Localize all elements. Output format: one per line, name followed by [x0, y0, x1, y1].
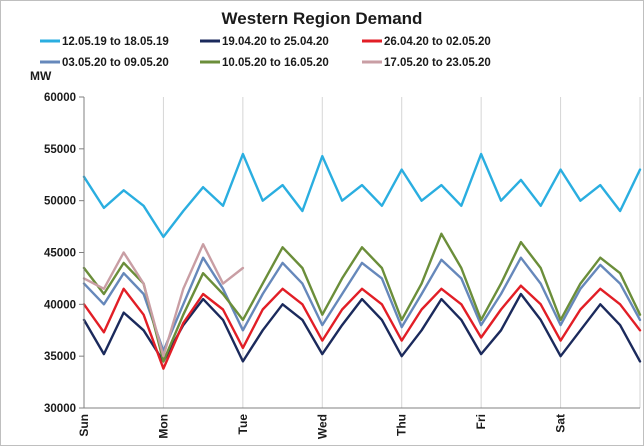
- y-tick-label: 50000: [44, 196, 76, 208]
- y-tick-label: 60000: [44, 92, 76, 104]
- x-tick-label: Thu: [395, 414, 409, 436]
- legend: 12.05.19 to 18.05.19 19.04.20 to 25.04.20…: [40, 36, 491, 69]
- y-tick-label: 40000: [44, 299, 76, 311]
- legend-label: 03.05.20 to 09.05.20: [62, 57, 169, 69]
- series-line: [82, 152, 642, 239]
- series-line: [82, 284, 642, 370]
- legend-label: 17.05.20 to 23.05.20: [384, 57, 491, 69]
- legend-label: 19.04.20 to 25.04.20: [222, 36, 329, 48]
- x-tick-label: Tue: [236, 414, 250, 435]
- x-tick-label: Wed: [315, 414, 329, 439]
- y-tick-label: 55000: [44, 144, 76, 156]
- axis-layer: 30000 35000 40000 45000 50000 55000 60000 Sun Mo…: [44, 92, 640, 439]
- series-layer: [82, 152, 642, 370]
- chart-title: Western Region Demand: [222, 9, 423, 28]
- x-tick-label: Mon: [156, 414, 170, 439]
- y-tick-label: 45000: [44, 248, 76, 260]
- x-tick-label: Sat: [554, 414, 568, 433]
- series-line: [82, 256, 642, 353]
- x-tick-label: Sun: [77, 414, 91, 437]
- x-tick-label: Fri: [474, 414, 488, 429]
- legend-label: 10.05.20 to 16.05.20: [222, 57, 329, 69]
- legend-label: 26.04.20 to 02.05.20: [384, 36, 491, 48]
- y-tick-label: 35000: [44, 351, 76, 363]
- legend-label: 12.05.19 to 18.05.19: [62, 36, 169, 48]
- series-line: [82, 232, 642, 363]
- y-tick-label: 30000: [44, 403, 76, 415]
- y-axis-label: MW: [30, 69, 52, 83]
- series-line: [82, 242, 245, 358]
